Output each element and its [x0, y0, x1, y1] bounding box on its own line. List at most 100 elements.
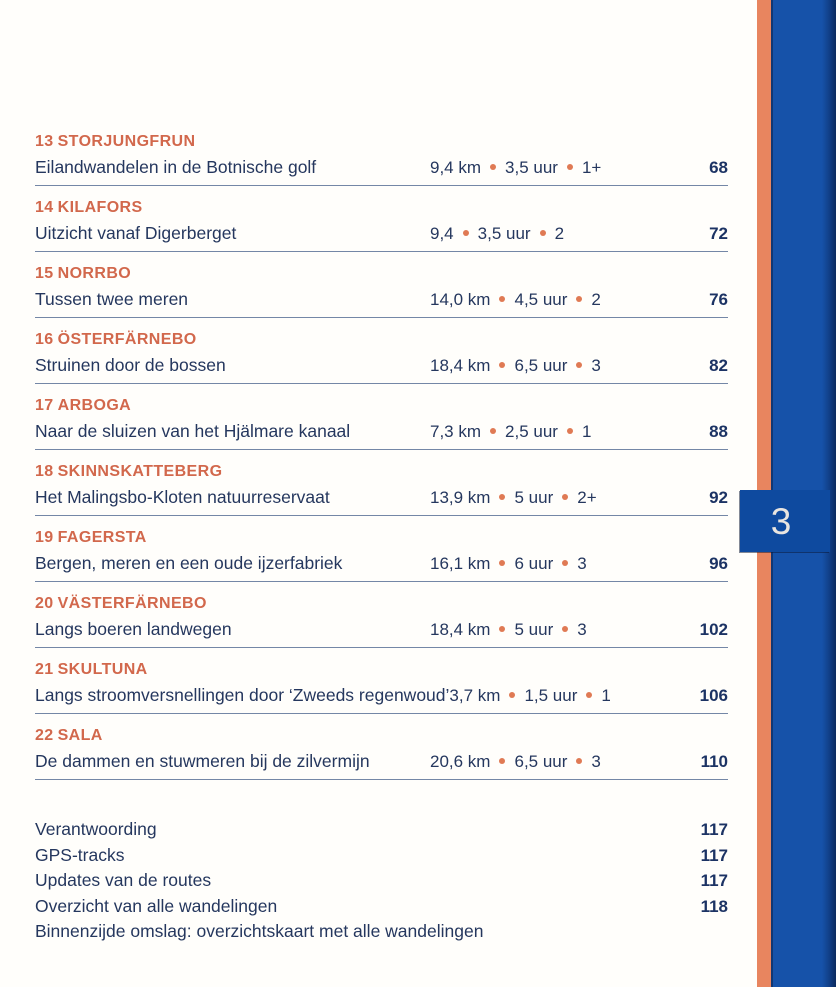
entry-page-number: 68 [709, 158, 728, 177]
entry-title-text: ARBOGA [57, 397, 132, 414]
entry-stats: 9,4 3,5 uur 2 [430, 222, 564, 246]
divider [35, 449, 728, 450]
bullet-dot-icon [576, 758, 583, 764]
entry-number: 19 [35, 529, 54, 546]
entry-title-text: VÄSTERFÄRNEBO [57, 595, 207, 612]
entry-distance: 18,4 km [430, 620, 491, 639]
entry-number: 18 [35, 463, 54, 480]
entry-title: 17 ARBOGA [35, 395, 728, 419]
entry-page-number: 110 [700, 752, 728, 771]
entry-number: 20 [35, 595, 54, 612]
entry-number: 15 [35, 265, 54, 282]
bullet-dot-icon [499, 494, 506, 500]
entry-distance: 9,4 [430, 224, 454, 243]
entry-stats: 18,4 km 5 uur 3 [430, 618, 587, 642]
divider [35, 251, 728, 252]
entry-stats: 14,0 km 4,5 uur 2 [430, 288, 601, 312]
entry-difficulty: 3 [591, 356, 601, 375]
toc-list: 13 STORJUNGFRUN Eilandwandelen in de Botn… [35, 131, 728, 945]
entry-title: 22 SALA [35, 725, 728, 749]
entry-distance: 16,1 km [430, 554, 491, 573]
divider [35, 383, 728, 384]
extra-row: Verantwoording 117 [35, 817, 728, 843]
toc-entry: 22 SALA De dammen en stuwmeren bij de zil… [35, 725, 728, 780]
entry-duration: 3,5 uur [477, 224, 531, 243]
entry-duration: 2,5 uur [505, 422, 558, 441]
entry-title-text: SALA [57, 727, 103, 744]
bullet-dot-icon [509, 692, 516, 698]
entry-page-number: 96 [709, 554, 728, 573]
entry-number: 16 [35, 331, 54, 348]
entry-distance: 20,6 km [430, 752, 491, 771]
entry-description: Tussen twee meren [35, 289, 189, 309]
bullet-dot-icon [499, 296, 506, 302]
bullet-dot-icon [586, 692, 593, 698]
extra-label: GPS-tracks [35, 844, 125, 865]
entry-description: Eilandwandelen in de Botnische golf [35, 157, 317, 177]
entry-title-text: STORJUNGFRUN [57, 133, 196, 150]
entry-row: Naar de sluizen van het Hjälmare kanaal … [35, 419, 728, 444]
entry-distance: 9,4 km [430, 158, 482, 177]
extra-page-number: 117 [700, 871, 728, 890]
entry-difficulty: 3 [577, 554, 587, 573]
entry-stats: 18,4 km 6,5 uur 3 [430, 354, 601, 378]
bullet-dot-icon [562, 560, 569, 566]
bullet-dot-icon [499, 626, 506, 632]
entry-description: Struinen door de bossen [35, 355, 226, 375]
bullet-dot-icon [462, 230, 469, 236]
bullet-dot-icon [499, 758, 506, 764]
entry-title: 16 ÖSTERFÄRNEBO [35, 329, 728, 353]
entry-description: Het Malingsbo-Kloten natuurreservaat [35, 487, 330, 507]
entry-duration: 6,5 uur [514, 356, 568, 375]
entry-duration: 4,5 uur [514, 290, 568, 309]
entry-number: 17 [35, 397, 54, 414]
entry-title: 14 KILAFORS [35, 197, 728, 221]
entry-distance: 14,0 km [430, 290, 491, 309]
extra-label: Binnenzijde omslag: overzichtskaart met … [35, 921, 484, 941]
extra-page-number: 118 [700, 896, 728, 916]
bullet-dot-icon [562, 494, 569, 500]
entry-duration: 1,5 uur [524, 686, 578, 705]
chapter-tab-label: 3 [770, 500, 792, 542]
extra-page-number: 117 [700, 845, 728, 865]
entry-duration: 5 uur [514, 488, 554, 507]
entry-number: 21 [35, 661, 54, 678]
entry-duration: 6,5 uur [514, 752, 568, 771]
bullet-dot-icon [499, 362, 506, 368]
entry-row: Tussen twee meren 14,0 km 4,5 uur 2 76 [35, 287, 728, 312]
entry-page-number: 106 [699, 686, 728, 705]
toc-entry: 15 NORRBO Tussen twee meren 14,0 km 4,5 u… [35, 263, 728, 318]
entry-number: 13 [35, 133, 54, 150]
entry-distance: 7,3 km [430, 422, 482, 441]
divider [35, 317, 728, 318]
entry-title-text: SKULTUNA [57, 661, 148, 678]
toc-entry: 18 SKINNSKATTEBERG Het Malingsbo-Kloten n… [35, 461, 728, 516]
extras-list: Verantwoording 117 GPS-tracks 117 Update… [35, 817, 728, 945]
entry-number: 22 [35, 727, 54, 744]
entry-distance: 18,4 km [430, 356, 491, 375]
entry-page-number: 82 [709, 356, 728, 375]
entry-page-number: 72 [709, 224, 728, 243]
extra-label: Verantwoording [35, 819, 157, 839]
entry-stats: 20,6 km 6,5 uur 3 [430, 750, 601, 774]
entry-description: Bergen, meren en een oude ijzerfabriek [35, 553, 343, 573]
toc-entry: 20 VÄSTERFÄRNEBO Langs boeren landwegen 1… [35, 593, 728, 648]
entry-number: 14 [35, 199, 54, 216]
chapter-tab: 3 [740, 490, 830, 552]
entry-description: Langs stroomversnellingen door ‘Zweeds r… [35, 685, 450, 705]
entry-duration: 5 uur [514, 620, 554, 639]
extra-row: GPS-tracks 117 [35, 843, 728, 869]
entry-difficulty: 2 [591, 290, 601, 309]
entry-page-number: 88 [709, 422, 728, 441]
extra-row: Binnenzijde omslag: overzichtskaart met … [35, 919, 728, 945]
extra-row: Overzicht van alle wandelingen 118 [35, 894, 728, 920]
toc-entry: 21 SKULTUNA Langs stroomversnellingen doo… [35, 659, 728, 714]
entry-difficulty: 2+ [577, 488, 597, 507]
entry-duration: 6 uur [514, 554, 554, 573]
divider [35, 185, 728, 186]
entry-title: 19 FAGERSTA [35, 527, 728, 551]
entry-row: De dammen en stuwmeren bij de zilvermijn… [35, 749, 728, 774]
toc-entry: 16 ÖSTERFÄRNEBO Struinen door de bossen 1… [35, 329, 728, 384]
entry-stats: 7,3 km 2,5 uur 1 [430, 420, 591, 444]
